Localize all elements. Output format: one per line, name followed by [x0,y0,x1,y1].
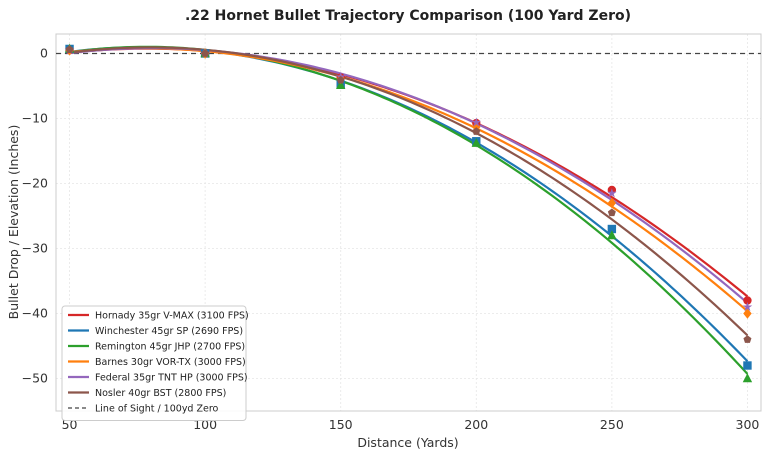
axis-ticks: 50 100 150 200 250 3000−10−20−30−40−50 [22,46,760,433]
y-tick-label: 0 [40,46,48,61]
data-point-2 [471,138,481,147]
data-point-1 [607,224,617,234]
series-line-5 [69,46,749,337]
data-point-5 [607,208,616,217]
data-point-5 [336,75,345,84]
x-tick-label: 150 [329,417,353,432]
legend-items: Hornady 35gr V-MAX (3100 FPS) Winchester … [68,311,249,415]
data-point-4 [742,301,753,312]
legend-label: Nosler 40gr BST (2800 FPS) [95,388,226,399]
plot-frame [55,33,762,412]
data-point-3 [743,308,752,319]
data-point-3 [607,197,617,209]
x-tick-label: 200 [464,417,488,432]
x-axis-label: Distance (Yards) [357,435,458,450]
legend-label: Winchester 45gr SP (2690 FPS) [95,326,243,337]
data-point-4 [471,117,482,127]
y-tick-label: −50 [22,371,48,386]
legend-label: Line of Sight / 100yd Zero [95,404,219,415]
legend-label: Remington 45gr JHP (2700 FPS) [95,342,245,353]
data-point-2 [742,373,753,383]
chart-title: .22 Hornet Bullet Trajectory Comparison … [185,8,631,24]
series-line-0 [69,47,749,298]
data-point-2 [607,230,617,240]
data-point-5 [472,127,481,135]
x-tick-label: 250 [600,417,624,432]
legend: Hornady 35gr V-MAX (3100 FPS) Winchester … [61,305,249,421]
legend-label: Barnes 30gr VOR-TX (3000 FPS) [95,357,246,368]
series-markers [64,43,753,383]
data-point-2 [336,80,346,90]
legend-label: Federal 35gr TNT HP (3000 FPS) [95,373,248,384]
data-point-5 [65,45,74,53]
data-point-5 [201,49,210,57]
data-point-0 [743,296,752,305]
data-point-4 [607,188,617,198]
y-axis-label: Bullet Drop / Elevation (Inches) [6,125,21,320]
y-tick-label: −20 [22,176,48,191]
data-point-5 [743,335,752,343]
legend-label: Hornady 35gr V-MAX (3100 FPS) [95,311,249,322]
y-tick-label: −10 [22,111,48,126]
y-tick-label: −30 [22,241,48,256]
data-point-1 [743,361,752,370]
y-tick-label: −40 [22,306,48,321]
series-lines [69,45,749,375]
x-tick-label: 300 [736,417,760,432]
legend-box [61,305,247,421]
